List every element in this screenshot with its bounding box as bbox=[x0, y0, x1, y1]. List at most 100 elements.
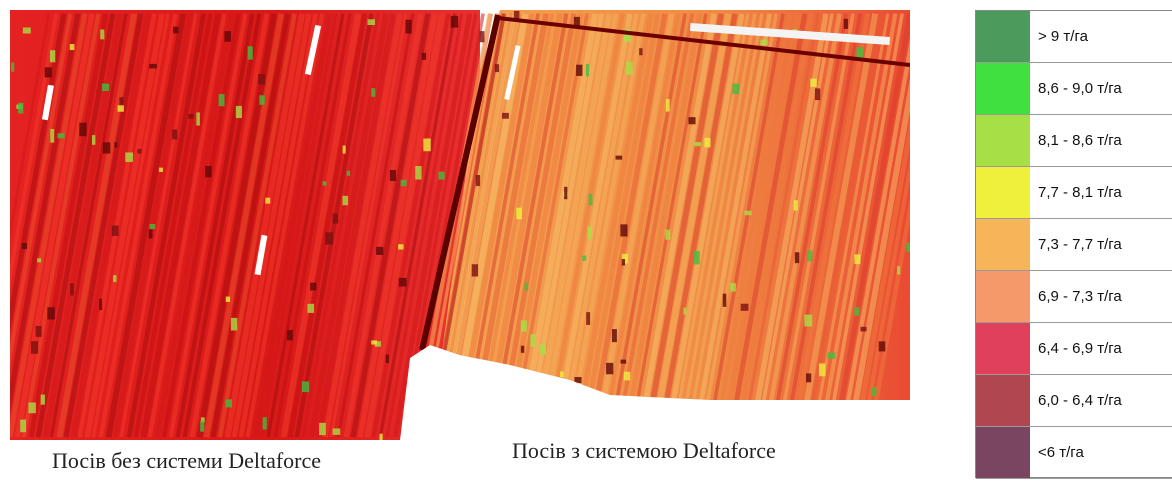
yield-speck bbox=[172, 129, 178, 140]
yield-speck bbox=[615, 155, 623, 160]
yield-speck bbox=[57, 133, 65, 139]
yield-speck bbox=[342, 145, 346, 154]
legend-label: 6,4 - 6,9 т/га bbox=[1038, 340, 1122, 357]
yield-speck bbox=[332, 213, 339, 224]
harvest-pass-strip bbox=[126, 13, 206, 438]
legend-item: 8,1 - 8,6 т/га bbox=[976, 115, 1172, 167]
harvest-pass-strip bbox=[496, 13, 577, 438]
yield-speck bbox=[520, 320, 527, 332]
legend-swatch bbox=[976, 167, 1030, 218]
yield-speck bbox=[740, 303, 749, 311]
harvest-pass-strip bbox=[804, 13, 884, 438]
harvest-pass-strip bbox=[364, 13, 445, 438]
yield-speck bbox=[301, 381, 310, 393]
white-gap-marker bbox=[254, 234, 268, 276]
yield-speck bbox=[427, 433, 434, 440]
yield-speck bbox=[827, 352, 836, 359]
yield-speck bbox=[218, 94, 225, 107]
yield-speck bbox=[114, 142, 118, 148]
yield-speck bbox=[450, 15, 459, 28]
yield-speck bbox=[574, 376, 582, 384]
yield-speck bbox=[906, 242, 910, 252]
yield-speck bbox=[621, 259, 626, 266]
harvest-pass-strip bbox=[538, 13, 619, 438]
yield-speck bbox=[367, 19, 376, 26]
harvest-pass-strip bbox=[350, 13, 431, 438]
harvest-pass-strip bbox=[839, 13, 910, 438]
harvest-pass-strip bbox=[287, 13, 368, 438]
harvest-pass-strip bbox=[266, 13, 345, 438]
yield-speck bbox=[307, 303, 315, 313]
yield-speck bbox=[794, 252, 800, 264]
harvest-pass-strip bbox=[769, 13, 848, 438]
yield-speck bbox=[479, 31, 485, 43]
yield-speck bbox=[573, 16, 580, 29]
harvest-pass-strip bbox=[98, 13, 178, 438]
yield-speck bbox=[694, 142, 701, 147]
yield-speck bbox=[70, 283, 74, 296]
yield-speck bbox=[225, 296, 231, 302]
harvest-pass-strip bbox=[336, 13, 415, 438]
yield-speck bbox=[810, 78, 817, 87]
yield-speck bbox=[265, 197, 271, 204]
harvest-pass-strip bbox=[147, 13, 227, 438]
legend-item: > 9 т/га bbox=[976, 11, 1172, 63]
yield-speck bbox=[415, 165, 422, 180]
yield-speck bbox=[398, 244, 404, 250]
harvest-pass-strip bbox=[140, 13, 221, 438]
yield-speck bbox=[332, 428, 341, 435]
harvest-pass-strip bbox=[231, 13, 312, 438]
yield-speck bbox=[843, 18, 848, 29]
yield-speck bbox=[385, 354, 389, 363]
harvest-pass-strip bbox=[378, 13, 457, 438]
yield-speck bbox=[586, 312, 591, 325]
yield-speck bbox=[379, 433, 383, 440]
legend-item: 6,4 - 6,9 т/га bbox=[976, 323, 1172, 375]
harvest-pass-strip bbox=[825, 13, 904, 438]
harvest-pass-strip bbox=[706, 13, 785, 438]
yield-speck bbox=[319, 422, 326, 436]
yield-legend: > 9 т/га 8,6 - 9,0 т/га 8,1 - 8,6 т/га 7,7 … bbox=[975, 10, 1172, 479]
yield-speck bbox=[481, 369, 489, 374]
harvest-pass-strip bbox=[811, 13, 890, 438]
legend-item: 8,6 - 9,0 т/га bbox=[976, 63, 1172, 115]
yield-speck bbox=[683, 307, 687, 315]
yield-speck bbox=[28, 402, 36, 414]
yield-speck bbox=[100, 29, 105, 40]
harvest-pass-strip bbox=[510, 13, 589, 438]
yield-speck bbox=[704, 137, 711, 148]
yield-speck bbox=[854, 254, 861, 265]
yield-speck bbox=[847, 439, 854, 440]
harvest-pass-strip bbox=[10, 13, 81, 438]
harvest-pass-strip bbox=[433, 13, 514, 438]
harvest-pass-strip bbox=[252, 13, 333, 438]
harvest-pass-strip bbox=[371, 13, 451, 438]
harvest-pass-strip bbox=[615, 13, 695, 438]
legend-label: 7,7 - 8,1 т/га bbox=[1038, 184, 1122, 201]
field-boundary-track bbox=[419, 14, 501, 351]
harvest-pass-strip bbox=[552, 13, 633, 438]
yield-speck bbox=[722, 293, 727, 307]
harvest-pass-strip bbox=[10, 13, 59, 438]
harvest-pass-strip bbox=[447, 13, 529, 438]
harvest-pass-strip bbox=[727, 13, 808, 438]
legend-swatch bbox=[976, 115, 1030, 166]
harvest-pass-strip bbox=[357, 13, 438, 438]
white-gap-marker bbox=[304, 24, 322, 76]
harvest-pass-strip bbox=[224, 13, 306, 438]
harvest-pass-strip bbox=[664, 13, 745, 438]
harvest-pass-strip bbox=[105, 13, 187, 438]
yield-speck bbox=[286, 330, 293, 341]
harvest-pass-strip bbox=[217, 13, 297, 438]
harvest-pass-strip bbox=[629, 13, 708, 438]
harvest-pass-strip bbox=[161, 13, 241, 438]
harvest-pass-strip bbox=[867, 13, 910, 438]
yield-speck bbox=[91, 135, 96, 145]
yield-speck bbox=[10, 62, 15, 72]
yield-speck bbox=[137, 148, 142, 154]
harvest-pass-strip bbox=[154, 13, 235, 438]
harvest-pass-strip bbox=[301, 13, 380, 438]
legend-label: 8,6 - 9,0 т/га bbox=[1038, 80, 1122, 97]
yield-speck bbox=[398, 277, 407, 287]
legend-swatch bbox=[976, 11, 1030, 62]
